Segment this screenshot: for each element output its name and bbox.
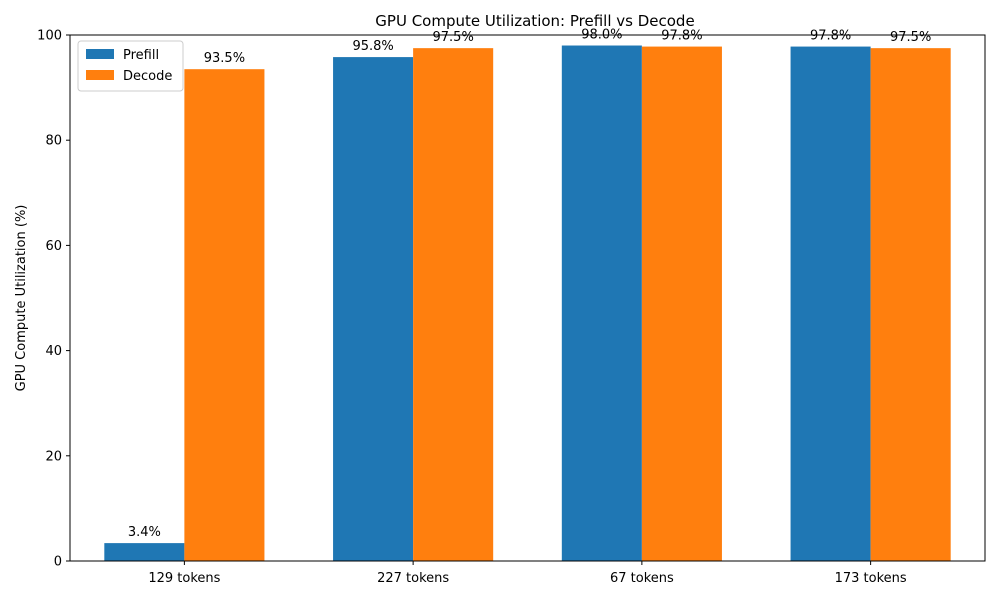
bar-decode [870,48,951,561]
bar-value-label: 97.5% [433,30,474,45]
bar-prefill [561,45,642,561]
bar-value-label: 93.5% [204,51,245,66]
bar-decode [641,46,722,561]
legend-label-decode: Decode [123,69,172,84]
bar-decode [184,69,265,561]
bar-value-label: 3.4% [128,525,161,540]
y-tick-label: 20 [45,449,62,464]
bar-value-label: 97.8% [661,29,702,44]
plot-frame [69,34,986,562]
bar-value-label: 97.8% [810,29,851,44]
bar-decode [413,48,494,561]
y-tick-label: 80 [45,134,62,149]
legend-swatch-decode [86,70,114,80]
y-tick-label: 100 [37,29,62,44]
x-tick-label: 67 tokens [610,571,674,586]
y-tick-label: 0 [54,555,62,570]
x-tick-label: 173 tokens [835,571,907,586]
legend-swatch-prefill [86,49,114,59]
y-axis-label: GPU Compute Utilization (%) [14,205,29,392]
bar-value-label: 95.8% [352,39,393,54]
legend-label-prefill: Prefill [123,48,159,63]
x-tick-label: 227 tokens [377,571,449,586]
bar-prefill [333,57,414,561]
y-tick-label: 40 [45,344,62,359]
chart-title: GPU Compute Utilization: Prefill vs Deco… [375,12,694,30]
legend: Prefill Decode [77,40,184,92]
bar-value-label: 97.5% [890,30,931,45]
y-tick-label: 60 [45,239,62,254]
x-tick-label: 129 tokens [148,571,220,586]
bar-prefill [104,543,185,561]
bar-prefill [790,46,871,561]
